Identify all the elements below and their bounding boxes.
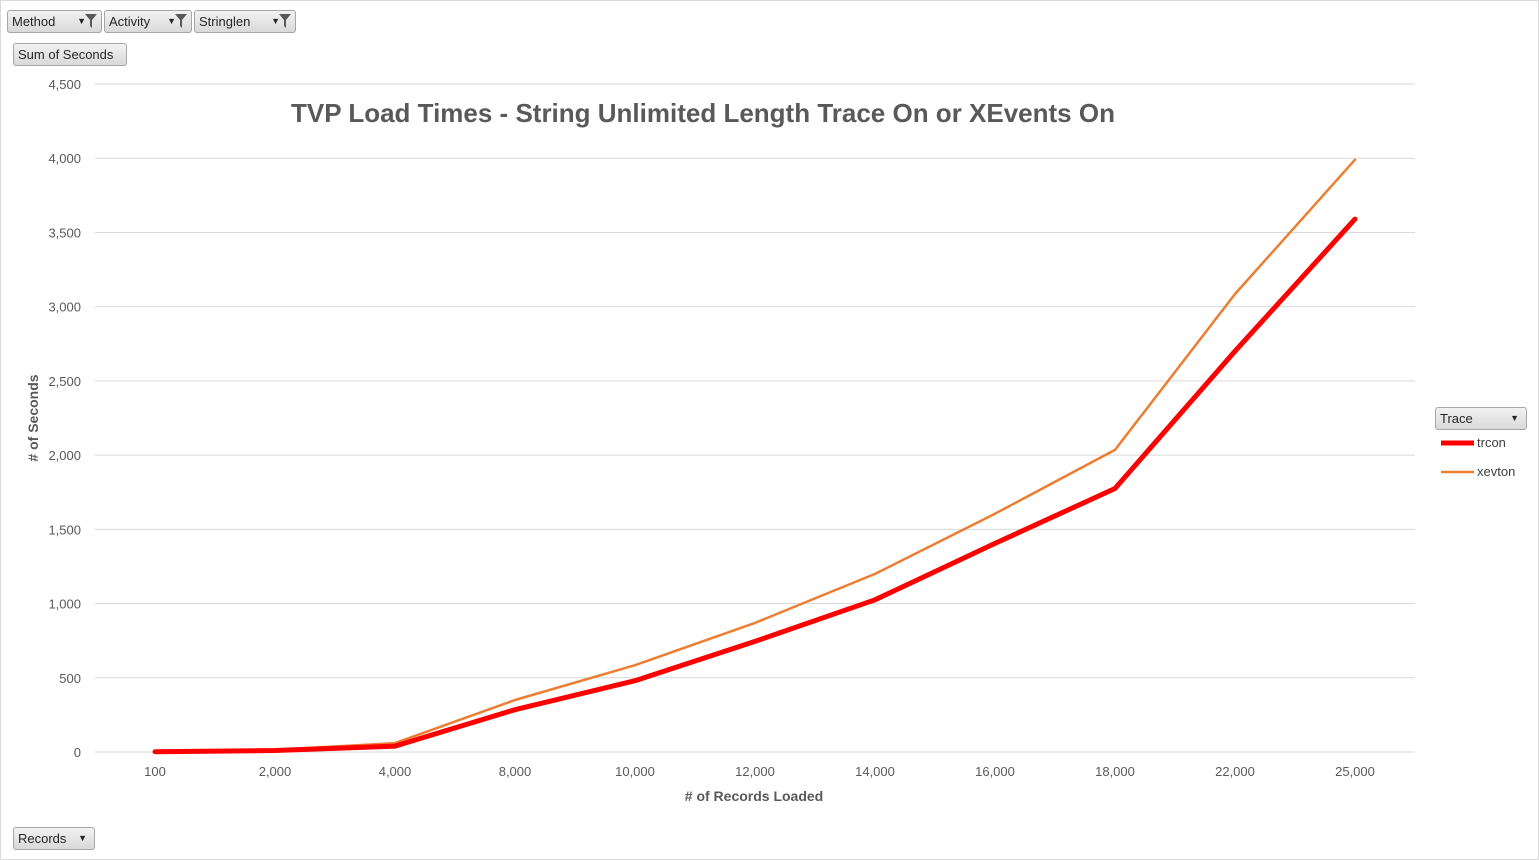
axis-field-label: Records bbox=[18, 831, 67, 846]
legend-label-trcon: trcon bbox=[1477, 435, 1506, 450]
y-tick-label: 500 bbox=[59, 671, 81, 686]
x-tick-label: 2,000 bbox=[259, 764, 292, 779]
x-tick-label: 10,000 bbox=[615, 764, 655, 779]
series-line-xevton bbox=[153, 158, 1357, 753]
y-tick-label: 4,000 bbox=[48, 151, 81, 166]
gridlines bbox=[95, 83, 1415, 753]
legend-field-button[interactable]: Trace ▼ bbox=[1435, 407, 1527, 430]
y-tick-label: 2,000 bbox=[48, 448, 81, 463]
chevron-down-icon: ▼ bbox=[78, 833, 87, 843]
filter-activity-button[interactable]: Activity ▼ bbox=[104, 10, 192, 33]
y-tick-label: 2,500 bbox=[48, 374, 81, 389]
y-tick-label: 1,000 bbox=[48, 597, 81, 612]
x-tick-label: 16,000 bbox=[975, 764, 1015, 779]
y-axis-ticks: 0 500 1,000 1,500 2,000 2,500 3,000 3,500 4,000 4… bbox=[48, 77, 81, 760]
chevron-down-icon: ▼ bbox=[167, 16, 176, 26]
x-tick-label: 12,000 bbox=[735, 764, 775, 779]
x-tick-label: 25,000 bbox=[1335, 764, 1375, 779]
series-lines bbox=[152, 158, 1358, 755]
filter-icon bbox=[279, 14, 291, 28]
series-line-trcon bbox=[152, 216, 1358, 755]
y-tick-label: 3,000 bbox=[48, 300, 81, 315]
filter-icon bbox=[175, 14, 187, 28]
y-tick-label: 3,500 bbox=[48, 225, 81, 240]
x-tick-label: 22,000 bbox=[1215, 764, 1255, 779]
x-axis-ticks: 100 2,000 4,000 8,000 10,000 12,000 14,000 16,0… bbox=[144, 764, 1375, 779]
chevron-down-icon: ▼ bbox=[77, 16, 86, 26]
chevron-down-icon: ▼ bbox=[1510, 413, 1519, 423]
legend-field-label: Trace bbox=[1440, 411, 1473, 426]
legend: trcon xevton bbox=[1441, 435, 1515, 479]
filter-method-button[interactable]: Method ▼ bbox=[7, 10, 102, 33]
x-tick-label: 100 bbox=[144, 764, 166, 779]
value-field-button[interactable]: Sum of Seconds bbox=[13, 43, 127, 66]
value-field-label: Sum of Seconds bbox=[18, 47, 114, 62]
y-tick-label: 4,500 bbox=[48, 77, 81, 92]
legend-label-xevton: xevton bbox=[1477, 464, 1515, 479]
filter-stringlen-button[interactable]: Stringlen ▼ bbox=[194, 10, 296, 33]
filter-method-label: Method bbox=[12, 14, 56, 29]
filter-stringlen-label: Stringlen bbox=[199, 14, 251, 29]
chevron-down-icon: ▼ bbox=[271, 16, 280, 26]
axis-field-button[interactable]: Records ▼ bbox=[13, 827, 95, 850]
x-axis-title: # of Records Loaded bbox=[685, 788, 823, 804]
x-tick-label: 18,000 bbox=[1095, 764, 1135, 779]
x-tick-label: 14,000 bbox=[855, 764, 895, 779]
y-axis-title: # of Seconds bbox=[25, 374, 41, 461]
filter-icon bbox=[85, 14, 97, 28]
x-tick-label: 4,000 bbox=[379, 764, 412, 779]
chart-title: TVP Load Times - String Unlimited Length… bbox=[291, 98, 1115, 128]
x-tick-label: 8,000 bbox=[499, 764, 532, 779]
filter-activity-label: Activity bbox=[109, 14, 151, 29]
y-tick-label: 0 bbox=[74, 745, 81, 760]
y-tick-label: 1,500 bbox=[48, 522, 81, 537]
